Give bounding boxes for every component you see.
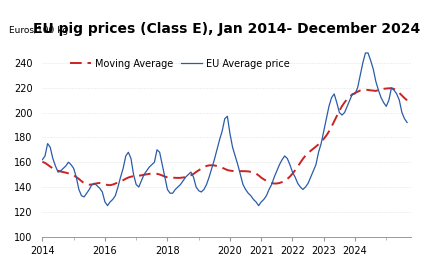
Moving Average <box>42 161 47 165</box>
EU Average price <box>352 92 357 95</box>
EU Average price <box>40 158 45 161</box>
Moving Average <box>352 91 357 95</box>
Moving Average <box>404 99 410 102</box>
EU Average price <box>391 89 396 92</box>
EU Average price <box>404 121 410 124</box>
EU Average price <box>61 167 66 170</box>
EU Average price <box>363 51 368 55</box>
Moving Average <box>108 184 113 187</box>
Moving Average <box>360 88 365 91</box>
Moving Average <box>391 87 396 91</box>
EU Average price <box>162 175 167 179</box>
Moving Average <box>61 171 66 174</box>
Text: Euros/100 kg: Euros/100 kg <box>9 26 68 35</box>
EU Average price <box>360 61 365 64</box>
Legend: Moving Average, EU Average price: Moving Average, EU Average price <box>66 55 294 73</box>
EU Average price <box>42 154 47 157</box>
Moving Average <box>162 175 167 178</box>
Line: EU Average price: EU Average price <box>42 53 407 206</box>
Title: EU pig prices (Class E), Jan 2014- December 2024: EU pig prices (Class E), Jan 2014- Decem… <box>33 21 421 36</box>
Moving Average <box>386 87 391 90</box>
Moving Average <box>40 160 45 163</box>
Line: Moving Average: Moving Average <box>42 88 407 185</box>
EU Average price <box>105 204 110 207</box>
